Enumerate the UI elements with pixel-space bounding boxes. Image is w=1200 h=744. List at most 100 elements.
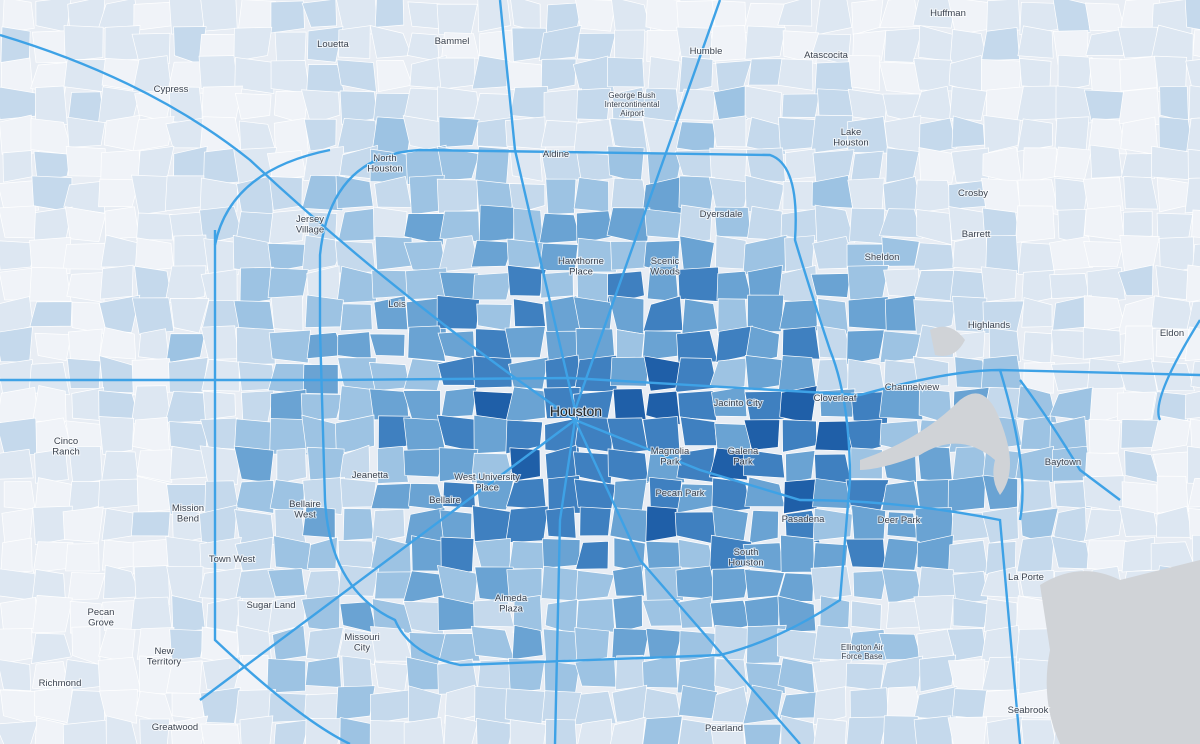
tract bbox=[1089, 144, 1123, 179]
tract bbox=[233, 26, 273, 62]
tract bbox=[105, 715, 138, 744]
tract bbox=[681, 298, 718, 335]
place-label: Eldon bbox=[1160, 328, 1184, 339]
tract bbox=[606, 57, 645, 88]
tract bbox=[403, 716, 445, 744]
tract bbox=[743, 419, 781, 451]
tract bbox=[678, 596, 713, 629]
tract bbox=[173, 234, 208, 273]
tract bbox=[782, 30, 819, 65]
tract bbox=[1119, 55, 1158, 92]
place-label: Magnolia Park bbox=[651, 446, 690, 468]
tract bbox=[744, 85, 782, 126]
tract bbox=[336, 265, 377, 304]
tract bbox=[504, 326, 546, 359]
tract bbox=[0, 537, 33, 574]
tract bbox=[777, 58, 814, 91]
tract bbox=[1155, 265, 1190, 301]
tract bbox=[783, 478, 818, 515]
tract bbox=[338, 25, 371, 59]
tract bbox=[266, 658, 307, 694]
tract bbox=[948, 539, 989, 574]
tract bbox=[575, 540, 609, 570]
tract bbox=[66, 358, 101, 389]
tract bbox=[645, 390, 681, 426]
highway bbox=[998, 369, 1024, 521]
tract bbox=[477, 117, 512, 148]
place-label: Humble bbox=[690, 46, 723, 57]
tract bbox=[266, 150, 307, 181]
tract bbox=[575, 570, 615, 601]
tract bbox=[136, 449, 173, 483]
tract bbox=[913, 270, 957, 302]
tract bbox=[913, 594, 955, 631]
tract bbox=[947, 475, 987, 513]
tract bbox=[947, 716, 988, 744]
place-label: West University Place bbox=[454, 472, 520, 494]
tract bbox=[372, 206, 408, 240]
tract bbox=[1187, 445, 1200, 484]
tract bbox=[543, 660, 580, 694]
place-label-line: La Porte bbox=[1008, 572, 1044, 583]
tract bbox=[170, 715, 209, 744]
place-label-line: Sugar Land bbox=[246, 600, 295, 611]
tract bbox=[711, 568, 752, 602]
tract bbox=[407, 1, 440, 30]
tract bbox=[339, 444, 371, 481]
tract bbox=[303, 118, 337, 154]
tract bbox=[235, 568, 276, 599]
tract bbox=[33, 150, 72, 183]
tract bbox=[544, 718, 577, 744]
place-label: Crosby bbox=[958, 188, 988, 199]
tract bbox=[677, 266, 720, 302]
tract bbox=[0, 205, 38, 239]
place-label-line: Village bbox=[296, 225, 324, 236]
tract bbox=[67, 572, 106, 601]
tract bbox=[1185, 264, 1200, 304]
place-label: La Porte bbox=[1008, 572, 1044, 583]
tract bbox=[307, 26, 344, 63]
place-label-line: Richmond bbox=[39, 678, 82, 689]
tract bbox=[882, 538, 920, 571]
tract bbox=[2, 0, 35, 33]
place-label-line: Houston bbox=[728, 558, 763, 569]
place-label: Pasadena bbox=[782, 514, 826, 525]
tract bbox=[504, 688, 549, 726]
tract bbox=[576, 152, 614, 183]
tract bbox=[0, 659, 32, 692]
place-label: Missouri City bbox=[344, 632, 379, 654]
tract bbox=[847, 265, 890, 301]
tract bbox=[880, 655, 924, 692]
tract bbox=[436, 3, 478, 36]
tract bbox=[847, 296, 889, 331]
tract bbox=[99, 689, 138, 724]
tract bbox=[66, 116, 106, 148]
tract bbox=[713, 85, 749, 120]
tract bbox=[34, 717, 70, 744]
tract bbox=[845, 418, 883, 455]
place-label-line: Missouri bbox=[344, 632, 379, 643]
tract bbox=[780, 715, 816, 744]
tract bbox=[335, 685, 376, 721]
place-label-line: Greatwood bbox=[152, 722, 198, 733]
tract bbox=[273, 117, 310, 155]
tract bbox=[1187, 477, 1200, 508]
tract bbox=[1017, 480, 1053, 514]
tract bbox=[781, 93, 820, 118]
tract bbox=[612, 594, 643, 633]
place-label-line: City bbox=[354, 643, 371, 654]
tract bbox=[65, 146, 107, 177]
tract bbox=[573, 177, 609, 213]
tract bbox=[199, 177, 238, 212]
tract bbox=[714, 658, 749, 694]
tract bbox=[952, 597, 989, 629]
tract bbox=[1117, 264, 1154, 297]
tract bbox=[1188, 507, 1200, 540]
place-label-line: Bellaire bbox=[289, 499, 321, 510]
tract bbox=[342, 508, 375, 541]
tract bbox=[1020, 719, 1057, 744]
tract bbox=[1055, 85, 1093, 124]
tract bbox=[850, 600, 882, 630]
tract bbox=[540, 565, 581, 602]
place-label-line: North bbox=[373, 153, 396, 164]
